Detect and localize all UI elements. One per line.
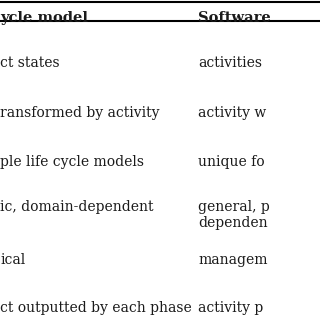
Text: ct states: ct states xyxy=(0,56,60,70)
Text: ct outputted by each phase: ct outputted by each phase xyxy=(0,301,192,315)
Text: unique fo: unique fo xyxy=(198,155,265,169)
Text: Software: Software xyxy=(198,11,271,25)
Text: ple life cycle models: ple life cycle models xyxy=(0,155,144,169)
Text: ycle model: ycle model xyxy=(0,11,88,25)
Text: ransformed by activity: ransformed by activity xyxy=(0,106,159,120)
Text: general, p
dependen: general, p dependen xyxy=(198,200,270,230)
Text: managem: managem xyxy=(198,253,268,267)
Text: activity p: activity p xyxy=(198,301,264,315)
Text: ic, domain-dependent: ic, domain-dependent xyxy=(0,200,154,214)
Text: ical: ical xyxy=(0,253,25,267)
Text: activity w: activity w xyxy=(198,106,267,120)
Text: activities: activities xyxy=(198,56,262,70)
